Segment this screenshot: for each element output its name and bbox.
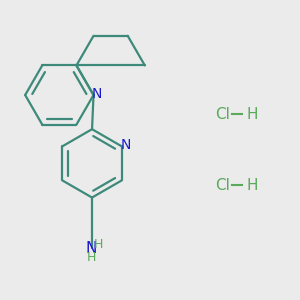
Text: H: H (247, 178, 258, 193)
Text: N: N (85, 241, 97, 256)
Text: H: H (94, 238, 103, 251)
Text: Cl: Cl (215, 178, 230, 193)
Text: N: N (92, 87, 102, 101)
Text: Cl: Cl (215, 107, 230, 122)
Text: H: H (247, 107, 258, 122)
Text: N: N (120, 138, 131, 152)
Text: H: H (86, 251, 96, 264)
